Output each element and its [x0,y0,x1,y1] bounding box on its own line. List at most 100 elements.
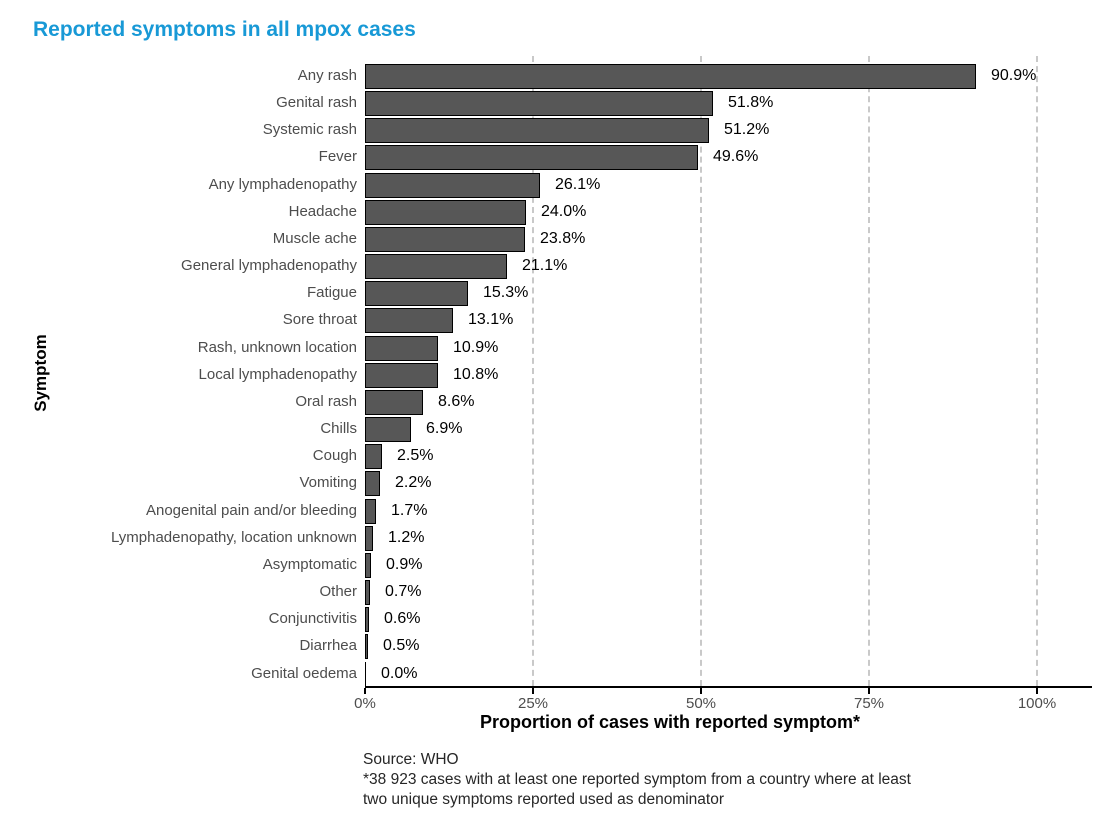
category-label: Systemic rash [262,121,357,139]
bar-row: Genital oedema 0.0% [0,660,1097,687]
gridline [700,56,702,686]
value-label: 8.6% [438,392,475,410]
value-label: 10.9% [453,338,499,356]
bar [365,417,411,443]
bar [365,552,371,578]
x-axis-tick [700,688,702,694]
bar-row: Other 0.7% [0,578,1097,606]
gridline [868,56,870,686]
bar-row: Chills 6.9% [0,415,1097,443]
bar [365,335,438,361]
category-label: Vomiting [299,474,357,492]
footnote-line-2: two unique symptoms reported used as den… [363,791,725,808]
value-label: 21.1% [522,257,568,275]
bar-row: Any rash 90.9% [0,62,1097,89]
value-label: 51.2% [724,121,770,139]
bar-row: Oral rash 8.6% [0,388,1097,415]
value-label: 24.0% [541,202,587,220]
category-label: General lymphadenopathy [181,257,357,275]
bar [365,525,373,551]
category-label: Rash, unknown location [197,338,357,356]
x-axis-tick [1036,688,1038,694]
bar [365,634,368,660]
category-label: Diarrhea [299,637,357,655]
category-label: Chills [320,420,357,438]
x-axis-tick-label: 100% [1017,695,1057,712]
bar-row: Asymptomatic 0.9% [0,551,1097,578]
bar-row: Fatigue 15.3% [0,279,1097,307]
bar-row: Rash, unknown location 10.9% [0,334,1097,361]
bar [365,145,698,171]
category-label: Cough [312,447,357,465]
bar [365,498,376,524]
chart-footer: Source: WHO *38 923 cases with at least … [363,750,911,810]
bar [365,118,709,144]
bar-row: Anogenital pain and/or bleeding 1.7% [0,497,1097,524]
category-label: Fever [318,148,357,166]
bar-row: Headache 24.0% [0,198,1097,225]
category-label: Genital oedema [251,664,357,682]
x-axis-line [365,686,1092,688]
gridline [532,56,534,686]
value-label: 26.1% [555,175,601,193]
bar [365,661,366,687]
bar [365,226,525,252]
category-label: Other [319,583,357,601]
value-label: 1.2% [388,528,425,546]
bar-row: General lymphadenopathy 21.1% [0,252,1097,280]
x-axis-tick-label: 50% [685,695,717,712]
category-label: Asymptomatic [262,555,357,573]
bar-row: Lymphadenopathy, location unknown 1.2% [0,524,1097,551]
bar [365,199,526,225]
bar [365,362,438,388]
category-label: Muscle ache [272,229,357,247]
bar [365,172,540,198]
category-label: Headache [288,202,357,220]
value-label: 23.8% [540,229,586,247]
bar [365,308,453,334]
bar [365,64,976,89]
bar [365,389,423,415]
x-axis-title: Proportion of cases with reported sympto… [479,712,861,732]
category-label: Sore throat [282,311,357,329]
bar-row: Sore throat 13.1% [0,306,1097,334]
category-label: Fatigue [306,284,357,302]
bar-row: Conjunctivitis 0.6% [0,605,1097,633]
value-label: 0.9% [386,555,423,573]
value-label: 0.5% [383,637,420,655]
value-label: 15.3% [483,284,529,302]
value-label: 0.7% [385,583,422,601]
x-axis-tick-label: 0% [354,695,376,712]
category-label: Any lymphadenopathy [208,175,357,193]
value-label: 6.9% [426,420,463,438]
x-axis-tick [364,688,366,694]
bar [365,580,370,606]
value-label: 2.5% [397,447,434,465]
chart-title: Reported symptoms in all mpox cases [33,18,416,41]
value-label: 10.8% [453,365,499,383]
x-axis-tick [868,688,870,694]
bar [365,254,507,280]
value-label: 49.6% [713,148,759,166]
value-label: 51.8% [728,94,774,112]
bar-row: Diarrhea 0.5% [0,632,1097,660]
bar-row: Cough 2.5% [0,442,1097,470]
bar-row: Any lymphadenopathy 26.1% [0,171,1097,198]
value-label: 13.1% [468,311,514,329]
bar-row: Genital rash 51.8% [0,89,1097,117]
category-label: Oral rash [295,392,357,410]
bar [365,281,468,307]
bar [365,607,369,633]
bar-row: Fever 49.6% [0,143,1097,171]
category-label: Anogenital pain and/or bleeding [145,501,357,519]
value-label: 1.7% [391,501,428,519]
bar-row: Local lymphadenopathy 10.8% [0,361,1097,388]
footnote-line-1: *38 923 cases with at least one reported… [363,771,911,788]
bar-row: Vomiting 2.2% [0,469,1097,497]
value-label: 2.2% [395,474,432,492]
category-label: Lymphadenopathy, location unknown [110,528,357,546]
x-axis-tick [532,688,534,694]
bar-row: Systemic rash 51.2% [0,116,1097,144]
category-label: Any rash [297,67,357,84]
